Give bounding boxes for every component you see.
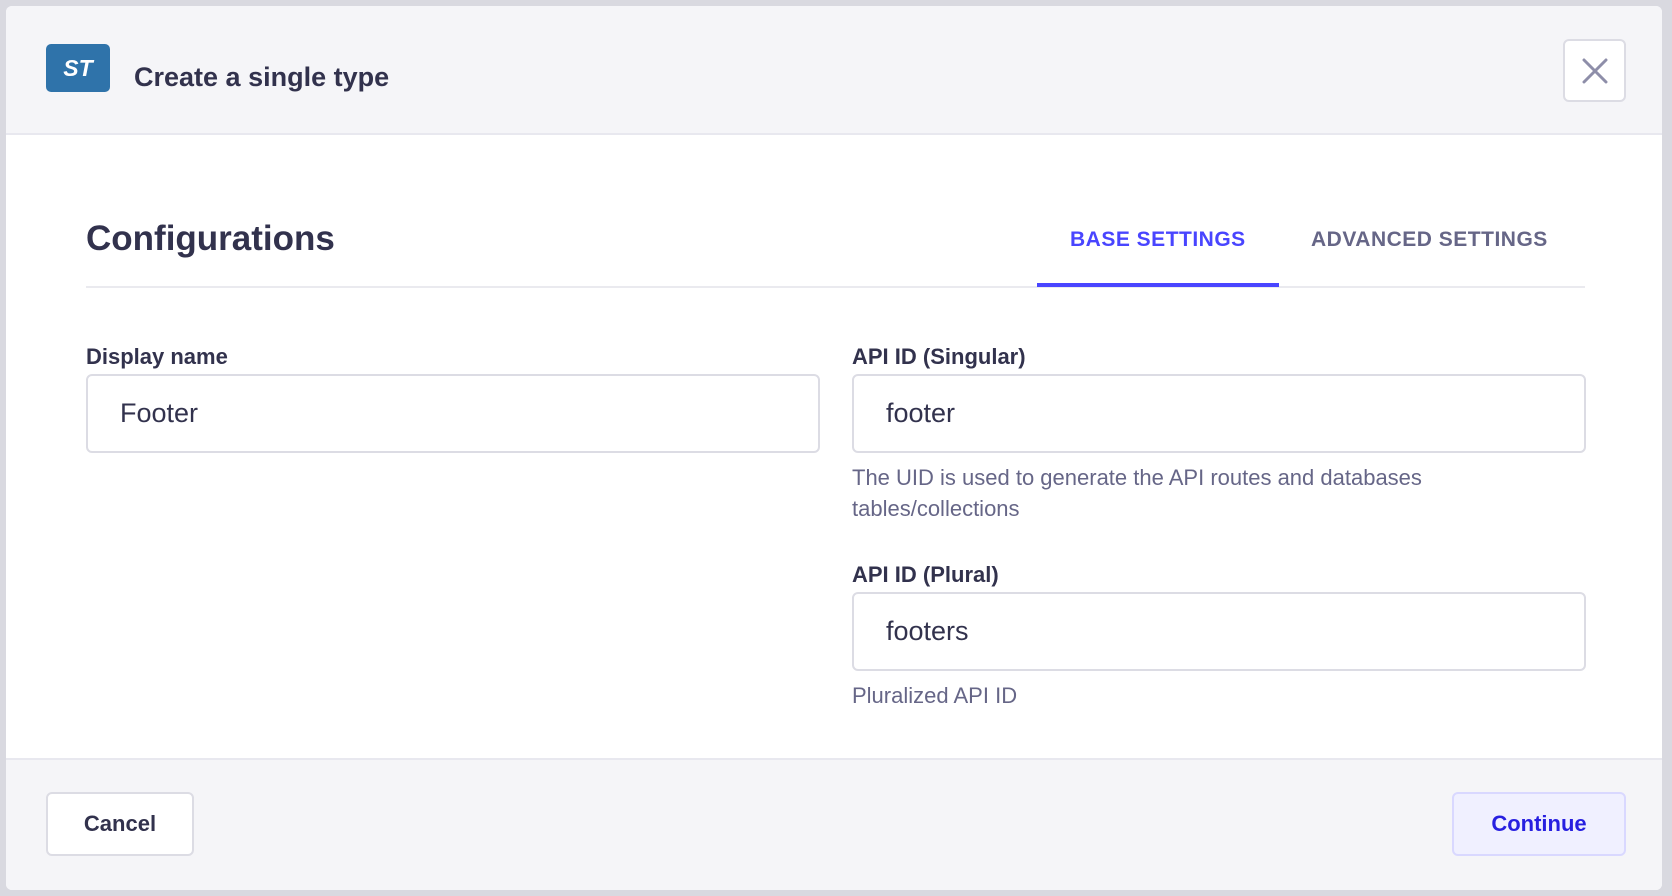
- tab-base-settings[interactable]: BASE SETTINGS: [1070, 228, 1246, 251]
- close-button[interactable]: [1563, 39, 1626, 102]
- api-id-singular-label: API ID (Singular): [852, 344, 1026, 369]
- page-title: Configurations: [86, 219, 335, 258]
- display-name-label: Display name: [86, 344, 228, 369]
- display-name-input[interactable]: Footer: [86, 374, 820, 453]
- modal-title: Create a single type: [134, 62, 390, 92]
- api-id-singular-input[interactable]: footer: [852, 374, 1586, 453]
- tab-divider: [86, 286, 1585, 288]
- single-type-badge: ST: [46, 44, 110, 92]
- cancel-button[interactable]: Cancel: [46, 792, 194, 856]
- api-id-plural-input[interactable]: footers: [852, 592, 1586, 671]
- modal-header: ST Create a single type: [6, 6, 1662, 135]
- api-id-plural-hint: Pluralized API ID: [852, 683, 1018, 708]
- continue-button[interactable]: Continue: [1452, 792, 1626, 856]
- api-id-singular-hint: The UID is used to generate the API rout…: [852, 465, 1422, 521]
- create-single-type-modal: ST Create a single type Configurations B…: [6, 6, 1662, 890]
- close-icon: [1582, 58, 1607, 83]
- modal-footer: Cancel Continue: [6, 758, 1662, 890]
- tab-advanced-settings[interactable]: ADVANCED SETTINGS: [1311, 228, 1548, 251]
- api-id-plural-label: API ID (Plural): [852, 562, 999, 587]
- active-tab-indicator: [1037, 283, 1279, 287]
